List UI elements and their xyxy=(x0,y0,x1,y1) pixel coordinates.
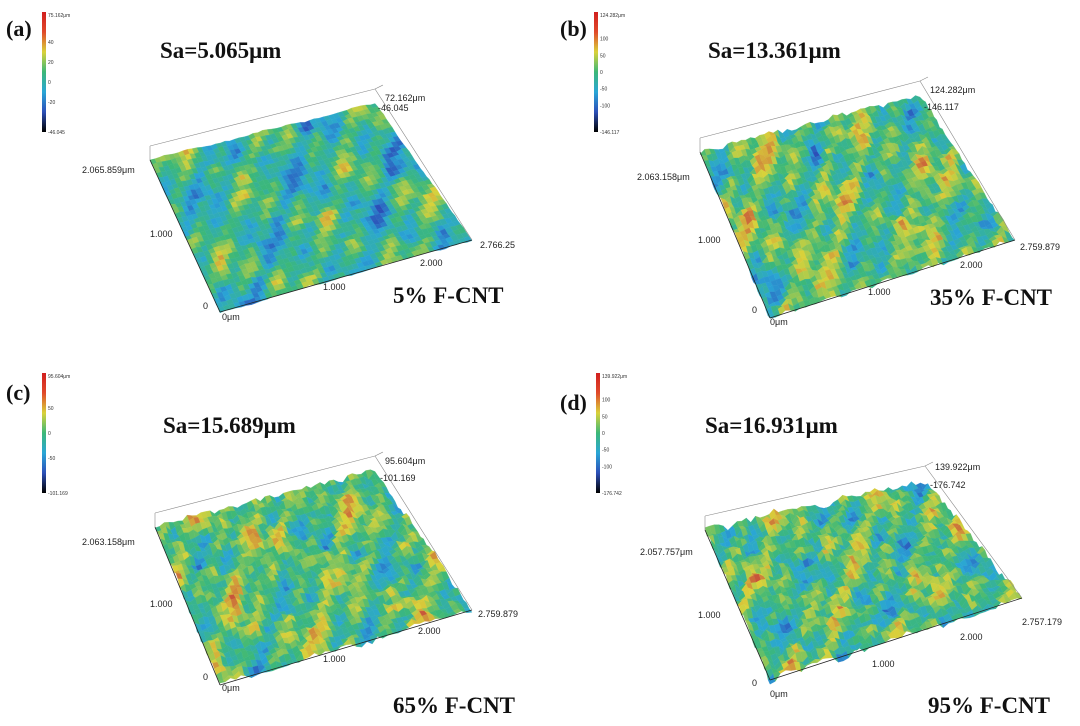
colorbar-max-label: 139.922μm xyxy=(602,374,627,380)
y-mid-label: 1.000 xyxy=(150,229,173,239)
colorbar-tick: 50 xyxy=(48,406,54,412)
colorbar-tick: 100 xyxy=(600,37,609,43)
colorbar: 75.162μm -46.045 40 20 0 -20 xyxy=(42,12,70,136)
colorbar-gradient xyxy=(596,373,600,493)
y-mid-label: 1.000 xyxy=(698,235,721,245)
origin-y-label: 0 xyxy=(203,301,208,311)
panel-label: (d) xyxy=(560,390,587,415)
surface-plot xyxy=(149,84,473,314)
colorbar-tick: 0 xyxy=(600,70,603,76)
colorbar-max-label: 95.604μm xyxy=(48,374,70,380)
surface-plot xyxy=(699,76,1016,319)
colorbar-tick: -20 xyxy=(48,100,55,106)
min-label: -101.169 xyxy=(380,473,416,483)
panel-d: 139.922μm -176.742 100 50 0 -50 -100 (d) Sa=16… xyxy=(560,373,1062,718)
surface-plot xyxy=(704,461,1023,685)
surface-plot xyxy=(154,451,473,686)
colorbar-tick: 50 xyxy=(600,53,606,59)
colorbar-min-label: -176.742 xyxy=(602,491,622,497)
colorbar-tick: -50 xyxy=(602,448,609,454)
panel-b: 124.282μm -146.117 100 50 0 -50 -100 (b) Sa=13… xyxy=(560,12,1060,327)
min-label: -46.045 xyxy=(378,103,409,113)
colorbar-tick: -50 xyxy=(48,456,55,462)
colorbar-min-label: -46.045 xyxy=(48,130,65,136)
colorbar: 139.922μm -176.742 100 50 0 -50 -100 xyxy=(596,373,627,497)
colorbar-gradient xyxy=(594,12,598,132)
colorbar-gradient xyxy=(42,373,46,493)
colorbar-tick: 100 xyxy=(602,398,611,404)
max-leader xyxy=(919,76,929,82)
colorbar-tick: 0 xyxy=(48,431,51,437)
panel-c: 95.604μm -101.169 50 0 -50 (c) Sa=15.689μm 9… xyxy=(6,373,518,718)
panel-a: 75.162μm -46.045 40 20 0 -20 (a) Sa=5.065μm 7… xyxy=(6,12,515,322)
sa-value: Sa=5.065μm xyxy=(160,38,281,63)
sa-value: Sa=15.689μm xyxy=(163,413,296,438)
x-low-label: 1.000 xyxy=(323,654,346,664)
colorbar-tick: 20 xyxy=(48,60,54,66)
x-low-label: 1.000 xyxy=(323,282,346,292)
x-extent-label: 2.759.879 xyxy=(478,609,518,619)
max-label: 124.282μm xyxy=(930,85,975,95)
panel-label: (a) xyxy=(6,16,32,41)
y-extent-label: 2.065.859μm xyxy=(82,165,135,175)
panel-label: (c) xyxy=(6,380,30,405)
colorbar-tick: -100 xyxy=(602,464,612,470)
colorbar-tick: 0 xyxy=(602,431,605,437)
colorbar-tick: -50 xyxy=(600,87,607,93)
colorbar-max-label: 124.282μm xyxy=(600,13,625,19)
colorbar-tick: 40 xyxy=(48,40,54,46)
colorbar: 124.282μm -146.117 100 50 0 -50 -100 xyxy=(594,12,625,136)
colorbar-tick: -100 xyxy=(600,103,610,109)
max-leader xyxy=(374,84,384,90)
colorbar-max-label: 75.162μm xyxy=(48,13,70,19)
origin-y-label: 0 xyxy=(203,672,208,682)
x-extent-label: 2.759.879 xyxy=(1020,242,1060,252)
sa-value: Sa=16.931μm xyxy=(705,413,838,438)
y-mid-label: 1.000 xyxy=(150,599,173,609)
material-label: 65% F-CNT xyxy=(393,693,515,718)
colorbar-tick: 50 xyxy=(602,414,608,420)
origin-x-label: 0μm xyxy=(222,312,240,322)
panel-label: (b) xyxy=(560,16,587,41)
material-label: 5% F-CNT xyxy=(393,283,504,308)
min-label: -146.117 xyxy=(924,102,959,112)
origin-x-label: 0μm xyxy=(222,683,240,693)
colorbar: 95.604μm -101.169 50 0 -50 xyxy=(42,373,70,497)
y-extent-label: 2.063.158μm xyxy=(82,537,135,547)
colorbar-gradient xyxy=(42,12,46,132)
max-label: 72.162μm xyxy=(385,93,425,103)
x-low-label: 1.000 xyxy=(868,287,891,297)
colorbar-tick: 0 xyxy=(48,80,51,86)
colorbar-min-label: -146.117 xyxy=(600,130,620,136)
material-label: 35% F-CNT xyxy=(930,285,1052,310)
y-extent-label: 2.063.158μm xyxy=(637,172,690,182)
sa-value: Sa=13.361μm xyxy=(708,38,841,63)
max-leader xyxy=(374,451,384,457)
x-mid-label: 2.000 xyxy=(960,260,983,270)
origin-y-label: 0 xyxy=(752,305,757,315)
x-mid-label: 2.000 xyxy=(420,258,443,268)
max-label: 95.604μm xyxy=(385,456,425,466)
x-extent-label: 2.766.25 xyxy=(480,240,515,250)
x-mid-label: 2.000 xyxy=(418,626,441,636)
origin-x-label: 0μm xyxy=(770,317,788,327)
colorbar-min-label: -101.169 xyxy=(48,491,68,497)
